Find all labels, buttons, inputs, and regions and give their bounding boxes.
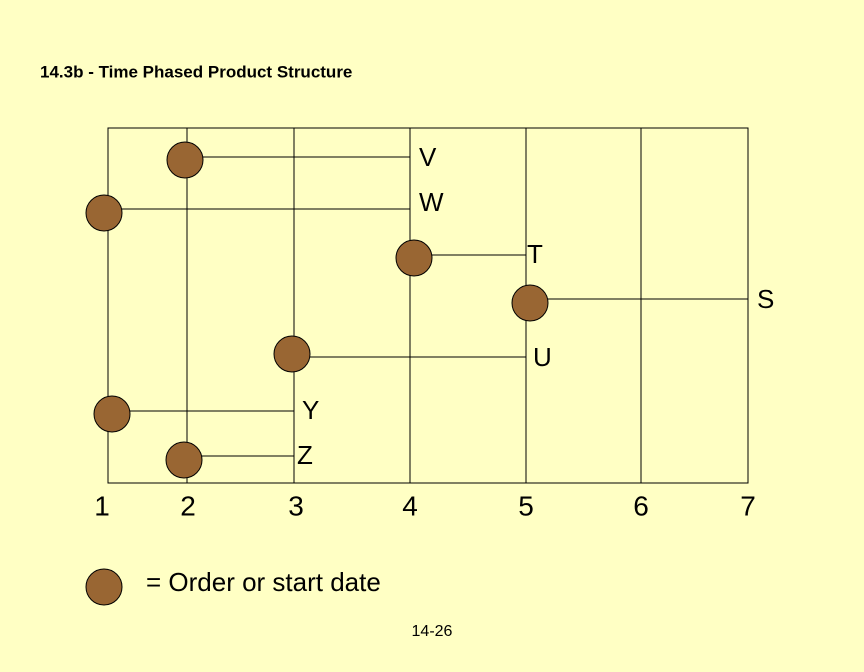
start-dot xyxy=(165,441,203,479)
legend: = Order or start date xyxy=(85,567,381,606)
item-label: V xyxy=(419,142,437,172)
start-dot xyxy=(85,194,123,232)
item-label: Z xyxy=(297,440,313,470)
title: 14.3b - Time Phased Product Structure xyxy=(40,62,352,81)
start-dot xyxy=(93,395,131,433)
item-label: T xyxy=(527,239,543,269)
frame xyxy=(107,127,749,484)
page-number: 14-26 xyxy=(412,623,453,640)
grid xyxy=(107,127,749,484)
start-dot xyxy=(166,141,204,179)
item-label: S xyxy=(757,284,774,314)
item-label: W xyxy=(419,187,444,217)
period-labels: 1 2 3 4 5 6 7 xyxy=(94,490,756,521)
period-label: 4 xyxy=(402,490,418,521)
legend-label: = Order or start date xyxy=(146,567,381,597)
items: V W T S U Y Z xyxy=(85,141,774,479)
legend-dot xyxy=(85,568,123,606)
item-label: U xyxy=(533,342,552,372)
period-label: 1 xyxy=(94,490,110,521)
period-label: 7 xyxy=(740,490,756,521)
period-label: 3 xyxy=(288,490,304,521)
start-dot xyxy=(395,239,433,277)
item-label: Y xyxy=(302,395,319,425)
period-label: 2 xyxy=(180,490,196,521)
start-dot xyxy=(511,284,549,322)
period-label: 5 xyxy=(518,490,534,521)
period-label: 6 xyxy=(633,490,649,521)
start-dot xyxy=(273,335,311,373)
